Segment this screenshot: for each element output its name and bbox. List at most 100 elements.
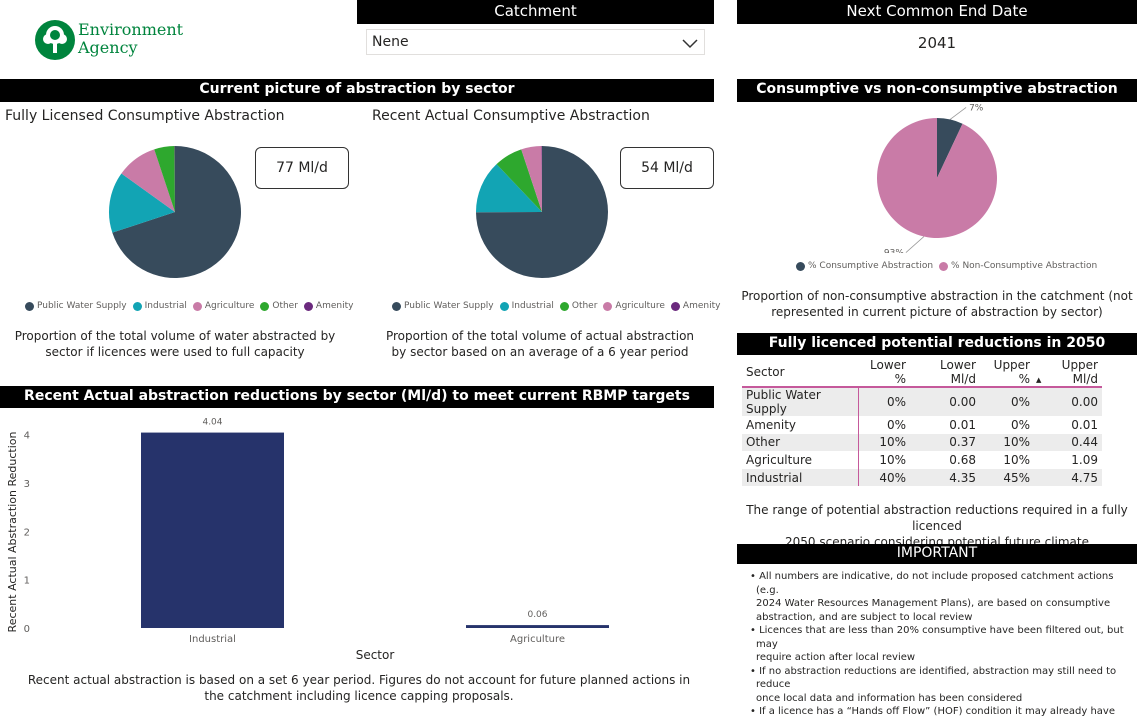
x-axis-title: Sector xyxy=(356,648,395,662)
table-cell: Agriculture xyxy=(742,451,859,469)
legend-item[interactable]: Public Water Supply xyxy=(25,301,127,311)
legend-label: % Consumptive Abstraction xyxy=(808,261,934,271)
legend-label: Industrial xyxy=(511,301,554,311)
bar-data-label: 0.06 xyxy=(527,610,547,620)
legend-dot-icon xyxy=(260,301,270,311)
reductions-caption: The range of potential abstraction reduc… xyxy=(737,502,1137,550)
sector-section-header: Current picture of abstraction by sector xyxy=(0,79,714,102)
consumptive-section-header: Consumptive vs non-consumptive abstracti… xyxy=(737,79,1137,102)
important-item: If a licence has a “Hands off Flow” (HOF… xyxy=(748,705,1133,720)
legend-label: Amenity xyxy=(315,301,354,311)
actual-caption-line1: Proportion of the total volume of actual… xyxy=(385,329,695,343)
x-tick-label: Industrial xyxy=(189,634,236,645)
legend-item[interactable]: Amenity xyxy=(303,301,354,311)
bar-industrial[interactable] xyxy=(141,432,284,628)
legend-dot-icon xyxy=(392,301,401,311)
legend-label: Other xyxy=(272,301,298,311)
table-header-row: Sector Lower % Lower Ml/d Upper % ▲ Uppe… xyxy=(742,358,1102,388)
column-header[interactable]: Lower Ml/d xyxy=(910,358,980,388)
legend-label: Public Water Supply xyxy=(37,301,127,311)
table-cell: 10% xyxy=(1003,452,1030,467)
column-header[interactable]: ▲ Upper Ml/d xyxy=(1034,358,1102,388)
pie-slice-agriculture[interactable] xyxy=(521,146,542,212)
reductions-table-wrap: Sector Lower % Lower Ml/d Upper % ▲ Uppe… xyxy=(742,358,1102,487)
legend-dot-icon xyxy=(939,261,949,271)
table-cell: 0.00 xyxy=(1034,387,1102,416)
table-row[interactable]: Agriculture 10% 0.68 10% 1.09 xyxy=(742,451,1102,469)
consumptive-caption-line2: represented in current picture of abstra… xyxy=(771,305,1103,319)
table-row[interactable]: Amenity 0% 0.01 0% 0.01 xyxy=(742,416,1102,434)
legend-dot-icon xyxy=(499,301,509,311)
pie-slice-other[interactable] xyxy=(496,149,542,212)
y-tick-label: 3 xyxy=(24,479,30,490)
pie-slice-agriculture[interactable] xyxy=(121,149,175,212)
catchment-selected-value: Nene xyxy=(372,34,409,50)
table-cell: 10% xyxy=(858,433,910,452)
important-header: IMPORTANT xyxy=(737,544,1137,564)
legend-item[interactable]: % Non-Consumptive Abstraction xyxy=(939,261,1097,271)
table-row[interactable]: Public Water Supply 0% 0.00 0% 0.00 xyxy=(742,387,1102,416)
actual-title: Recent Actual Consumptive Abstraction xyxy=(372,108,650,124)
tree-logo-icon xyxy=(35,20,75,60)
consumptive-caption-line1: Proportion of non-consumptive abstractio… xyxy=(741,289,1133,303)
pie-slice-non-consumptive-abstraction[interactable] xyxy=(877,118,997,239)
legend-dot-icon xyxy=(132,301,142,311)
end-date-header: Next Common End Date xyxy=(737,0,1137,24)
column-header[interactable]: Lower % xyxy=(858,358,910,388)
end-date-value: 2041 xyxy=(917,34,957,52)
table-cell: 1.09 xyxy=(1071,452,1098,467)
legend-item[interactable]: Other xyxy=(559,301,597,311)
bar-caption-line2: the catchment including licence capping … xyxy=(204,689,514,703)
logo-text-line1: Environment xyxy=(78,20,184,39)
bar-caption-line1: Recent actual abstraction is based on a … xyxy=(27,673,691,687)
legend-item[interactable]: Industrial xyxy=(499,301,554,311)
legend-item[interactable]: Agriculture xyxy=(603,301,665,311)
bar-agriculture[interactable] xyxy=(466,625,609,628)
legend-item[interactable]: % Consumptive Abstraction xyxy=(796,261,933,271)
table-cell: 4.35 xyxy=(910,468,980,487)
table-cell: 0.01 xyxy=(949,417,976,432)
table-cell: 0.68 xyxy=(949,452,976,467)
column-header[interactable]: Upper % xyxy=(980,358,1034,388)
table-cell: 4.75 xyxy=(1034,468,1102,487)
legend-item[interactable]: Agriculture xyxy=(192,301,255,311)
actual-caption: Proportion of the total volume of actual… xyxy=(365,328,715,360)
y-tick-label: 4 xyxy=(24,431,30,442)
reductions-table: Sector Lower % Lower Ml/d Upper % ▲ Uppe… xyxy=(742,358,1102,487)
pie-slice-public-water-supply[interactable] xyxy=(112,146,241,278)
logo-text-line2: Agency xyxy=(78,38,138,57)
pie-slice-public-water-supply[interactable] xyxy=(476,146,608,278)
legend-item[interactable]: Amenity xyxy=(670,301,720,311)
legend-item[interactable]: Industrial xyxy=(132,301,187,311)
x-tick-label: Agriculture xyxy=(510,634,565,645)
actual-legend: Public Water Supply Industrial Other Agricu… xyxy=(392,301,720,311)
important-item: All numbers are indicative, do not inclu… xyxy=(748,570,1133,624)
table-cell: 0% xyxy=(886,417,906,432)
bar-caption: Recent actual abstraction is based on a … xyxy=(0,672,718,704)
pie-slice-industrial[interactable] xyxy=(109,173,175,233)
reductions-caption-line1: The range of potential abstraction reduc… xyxy=(746,503,1128,533)
important-item: Licences that are less than 20% consumpt… xyxy=(748,624,1133,665)
legend-item[interactable]: Other xyxy=(260,301,298,311)
pie-slice-industrial[interactable] xyxy=(476,164,542,213)
legend-dot-icon xyxy=(796,261,805,271)
legend-label: Industrial xyxy=(144,301,187,311)
table-row[interactable]: Other 10% 0.37 10% 0.44 xyxy=(742,433,1102,452)
pie-data-label: 93% xyxy=(884,249,904,253)
legend-label: Agriculture xyxy=(204,301,255,311)
table-cell: 40% xyxy=(858,468,910,487)
catchment-dropdown[interactable]: Nene xyxy=(366,29,705,55)
sort-ascending-icon: ▲ xyxy=(1036,376,1042,384)
table-row[interactable]: Industrial 40% 4.35 45% 4.75 xyxy=(742,468,1102,487)
table-cell: Industrial xyxy=(742,468,859,487)
column-header[interactable]: Sector xyxy=(742,358,858,388)
pie-slice-other[interactable] xyxy=(154,146,175,212)
pie-slice-consumptive-abstraction[interactable] xyxy=(937,118,963,178)
table-cell: 0.37 xyxy=(910,433,980,452)
table-cell: 0% xyxy=(1010,417,1030,432)
chevron-down-icon xyxy=(682,39,698,49)
reduction-bar-chart: 0 1 2 3 4 4.04 Industrial 0.06 Agriculture Sector… xyxy=(6,418,609,662)
actual-kpi-card: 54 Ml/d xyxy=(620,147,714,189)
legend-dot-icon xyxy=(559,301,569,311)
legend-item[interactable]: Public Water Supply xyxy=(392,301,494,311)
